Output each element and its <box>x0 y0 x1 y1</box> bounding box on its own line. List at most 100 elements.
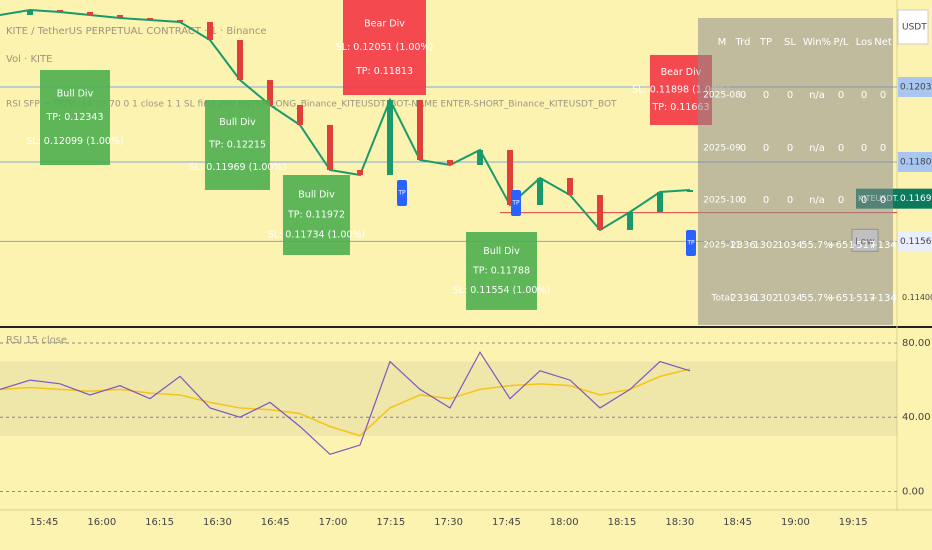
candle <box>177 20 183 22</box>
table-cell: 0 <box>880 195 886 206</box>
time-label: 17:30 <box>434 517 463 528</box>
signal-box <box>343 0 426 95</box>
time-label: 17:00 <box>319 517 348 528</box>
table-cell: -517 <box>853 240 876 251</box>
signal-kind: Bear Div <box>661 67 702 78</box>
price-line <box>0 8 691 232</box>
time-label: 17:45 <box>492 517 521 528</box>
rsi-tick-label: 80.00 <box>902 338 931 349</box>
table-cell: 0 <box>763 143 769 154</box>
table-cell: 0 <box>740 143 746 154</box>
time-label: 16:15 <box>145 517 174 528</box>
table-cell: 0 <box>880 90 886 101</box>
rsi-tick-label: 40.00 <box>902 412 931 423</box>
table-cell: 1302 <box>753 293 778 304</box>
table-cell: 0 <box>838 143 844 154</box>
signal-line: SL: 0.12051 (1.00%) <box>336 42 433 53</box>
table-cell: n/a <box>809 90 825 101</box>
table-cell: 0 <box>838 195 844 206</box>
candle <box>627 212 633 230</box>
rsi-line <box>0 351 691 456</box>
signal-line: SL: 0.11554 (1.00%) <box>453 285 550 296</box>
table-cell: 0 <box>787 195 793 206</box>
signal-line: SL: 0.11734 (1.00%) <box>268 230 365 241</box>
candle <box>417 100 423 160</box>
candle <box>687 190 693 192</box>
table-header: Win% <box>803 37 831 48</box>
time-label: 16:30 <box>203 517 232 528</box>
candle <box>147 18 153 20</box>
time-label: 18:15 <box>608 517 637 528</box>
table-cell: n/a <box>809 195 825 206</box>
table-header: M <box>718 37 727 48</box>
axis-tag <box>898 231 932 252</box>
table-header: P/L <box>834 37 849 48</box>
table-cell: 2025-10 <box>703 196 741 206</box>
candle <box>477 150 483 165</box>
candle <box>447 160 453 165</box>
candle <box>357 170 363 175</box>
currency-box <box>897 9 929 45</box>
tp-tag <box>511 190 521 216</box>
table-header: Los <box>856 37 873 48</box>
signal-line: SL: 0.11969 (1.00%) <box>189 162 286 173</box>
candle <box>237 40 243 80</box>
time-label: 19:15 <box>839 517 868 528</box>
candle <box>387 100 393 175</box>
currency-label: USDT <box>902 23 927 33</box>
table-cell: 0 <box>838 90 844 101</box>
table-cell: 1034 <box>777 240 802 251</box>
table-cell: 0 <box>787 143 793 154</box>
table-header: Trd <box>735 37 751 48</box>
table-cell: +134 <box>869 293 896 304</box>
table-cell: 0 <box>787 90 793 101</box>
volume-title: Vol · KITE <box>6 54 52 65</box>
table-cell: 2336 <box>730 293 755 304</box>
time-label: 17:15 <box>376 517 405 528</box>
candle <box>507 150 513 205</box>
table-cell: 0 <box>740 195 746 206</box>
time-label: 15:45 <box>30 517 59 528</box>
table-cell: 0 <box>861 143 867 154</box>
table-cell: 2336 <box>730 240 755 251</box>
table-cell: 1302 <box>753 240 778 251</box>
time-label: 16:00 <box>87 517 116 528</box>
axis-tag-label: 0.11569 <box>900 237 932 247</box>
table-cell: n/a <box>809 143 825 154</box>
table-cell: 0 <box>861 90 867 101</box>
candle <box>597 195 603 230</box>
table-cell: 0 <box>740 90 746 101</box>
tp-tag-label: TP <box>397 190 406 197</box>
table-cell: 55.7% <box>801 240 833 251</box>
table-cell: 0 <box>763 90 769 101</box>
table-cell: 1034 <box>777 293 802 304</box>
signal-box <box>40 70 110 165</box>
symbol-title: KITE / TetherUS PERPETUAL CONTRACT · 1 ·… <box>6 26 267 37</box>
chart-layer: 0.120320.11807Low0.11569KITEUSDT.P0.1169… <box>0 0 932 528</box>
candle <box>567 178 573 195</box>
table-cell: 2025-09 <box>703 144 741 154</box>
table-cell: +134 <box>869 240 896 251</box>
axis-tag <box>898 77 932 97</box>
signal-box <box>205 100 270 190</box>
signal-line: TP: 0.11813 <box>355 66 413 77</box>
table-header: Net <box>874 37 892 48</box>
time-label: 18:00 <box>550 517 579 528</box>
signal-line: TP: 0.12343 <box>45 112 103 123</box>
candle <box>297 105 303 125</box>
table-cell: -517 <box>853 293 876 304</box>
signal-line: TP: 0.11663 <box>651 102 709 113</box>
signal-kind: Bear Div <box>364 18 405 29</box>
axis-tag-label: 0.12032 <box>900 83 932 93</box>
table-cell: 55.7% <box>801 293 833 304</box>
axis-tag-label: 0.11697 <box>900 194 932 204</box>
tp-tag <box>686 230 696 256</box>
candle <box>87 12 93 15</box>
table-cell: 2025-11 <box>703 241 741 251</box>
signal-line: TP: 0.12215 <box>208 140 266 151</box>
candle <box>27 10 33 15</box>
table-cell: Total <box>710 294 732 304</box>
time-label: 19:00 <box>781 517 810 528</box>
